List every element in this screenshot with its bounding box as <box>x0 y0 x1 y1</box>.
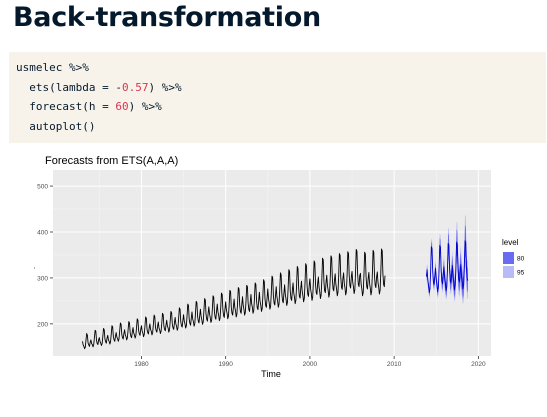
code-number: 60 <box>115 100 129 113</box>
legend-label: 80 <box>517 256 525 263</box>
code-line-2: ets(lambda = -0.57) %>% <box>16 78 546 98</box>
x-tick-label: 2010 <box>387 361 402 368</box>
historical-series-line <box>82 248 386 350</box>
code-line-4: autoplot() <box>16 119 96 133</box>
x-tick-label: 2000 <box>303 361 318 368</box>
x-axis-label: Time <box>261 369 281 379</box>
y-tick-label: 200 <box>37 321 48 328</box>
code-line-1: usmelec %>% <box>16 61 89 74</box>
code-text: ) %>% <box>148 80 182 94</box>
plot-panel <box>53 170 491 356</box>
x-tick-label: 1990 <box>218 361 233 368</box>
legend-key <box>503 266 514 278</box>
forecast-plot: 200 300 400 500 1980 1990 2000 2010 2020 Forecast… <box>18 150 528 380</box>
slide-title: Back-transformation <box>13 2 321 33</box>
chart-title: Forecasts from ETS(A,A,A) <box>45 155 178 167</box>
y-tick-label: 300 <box>37 275 48 282</box>
forecast-chart: 200 300 400 500 1980 1990 2000 2010 2020 Forecast… <box>28 155 525 379</box>
plot-area: 200 300 400 500 1980 1990 2000 2010 2020 <box>37 170 491 368</box>
x-tick-label: 1980 <box>134 361 149 368</box>
legend-title: level <box>502 238 519 247</box>
y-axis-label: . <box>28 267 37 269</box>
code-number: 0.57 <box>121 80 149 94</box>
forecast-mean-line <box>425 240 469 294</box>
code-block: usmelec %>% ets(lambda = -0.57) %>% fore… <box>9 52 546 143</box>
y-tick-label: 500 <box>37 184 48 191</box>
x-tick-label: 2020 <box>471 361 486 368</box>
code-text: ) %>% <box>128 100 162 113</box>
legend: 80 95 <box>503 252 525 278</box>
code-line-3: forecast(h = 60) %>% <box>16 97 546 117</box>
legend-label: 95 <box>517 270 525 277</box>
y-tick-label: 400 <box>37 230 48 237</box>
code-text: ets(lambda = - <box>16 80 122 94</box>
code-text: forecast(h = <box>16 100 116 113</box>
legend-key <box>503 252 514 264</box>
